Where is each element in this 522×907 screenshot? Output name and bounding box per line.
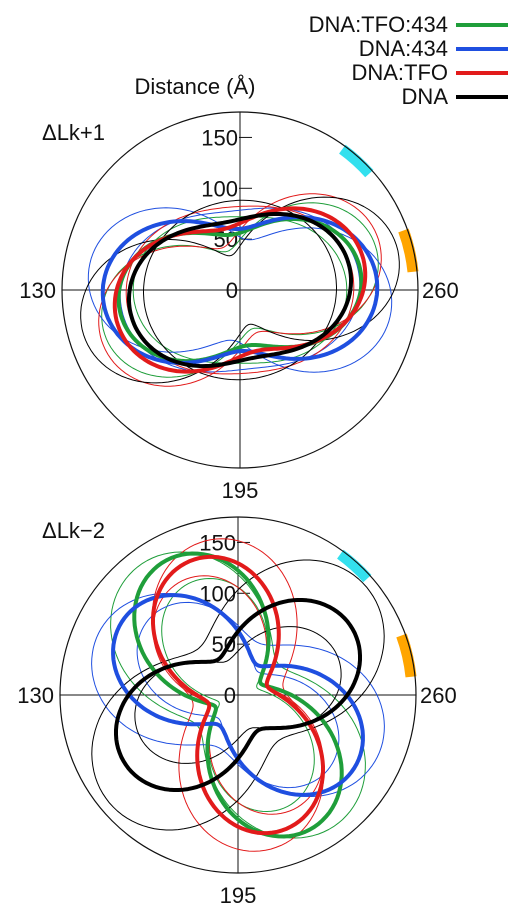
legend-label-dna: DNA xyxy=(402,84,449,109)
series-curves-top xyxy=(80,193,400,387)
radial-tick-label-150: 150 xyxy=(201,125,238,150)
series-curve-dna-434-thick xyxy=(100,215,380,365)
series-curve-dna-thin xyxy=(80,196,400,384)
radial-tick-label-150: 150 xyxy=(199,530,236,555)
radial-axis-label: Distance (Å) xyxy=(134,74,255,99)
series-curve-dna-434-thin xyxy=(136,601,340,789)
series-curve-dna-tfo-thick xyxy=(151,554,325,836)
highlight-arc-cyan xyxy=(336,549,372,583)
series-curve-dna-thin xyxy=(91,559,385,831)
angle-label-bottom-top: 195 xyxy=(222,478,259,503)
highlight-arc-orange xyxy=(396,633,417,678)
series-curve-dna-tfo-434-thin xyxy=(110,551,366,839)
angle-label-right-top: 260 xyxy=(422,278,459,303)
highlight-arcs-bottom xyxy=(336,549,417,678)
series-curve-dna-tfo-thick xyxy=(112,206,368,374)
legend: DNA:TFO:434 DNA:434 DNA:TFO DNA xyxy=(309,12,508,109)
highlight-arc-orange xyxy=(398,228,419,273)
series-curves-bottom xyxy=(91,538,385,852)
legend-entry-dna: DNA xyxy=(402,84,508,109)
highlight-arc-cyan xyxy=(338,144,374,178)
series-curve-dna-thick xyxy=(114,598,362,792)
legend-label-dna-434: DNA:434 xyxy=(359,36,448,61)
angle-label-bottom-bottom: 195 xyxy=(220,883,257,907)
legend-label-dna-tfo: DNA:TFO xyxy=(351,60,448,85)
series-curve-dna-thick xyxy=(127,211,353,369)
angle-label-right-bottom: 260 xyxy=(420,683,457,708)
panel-label-bottom: ΔLk−2 xyxy=(42,518,105,543)
radial-tick-label-0: 0 xyxy=(224,683,236,708)
highlight-arcs-top xyxy=(338,144,419,273)
legend-entry-dna-tfo: DNA:TFO xyxy=(351,60,508,85)
legend-entry-dna-434: DNA:434 xyxy=(359,36,508,61)
legend-entry-dna-tfo-434: DNA:TFO:434 xyxy=(309,12,508,37)
angle-label-left-top: 130 xyxy=(19,278,56,303)
series-curve-dna-tfo-thin xyxy=(98,193,382,387)
series-curve-dna-tfo-434-thick xyxy=(132,551,344,839)
legend-label-dna-tfo-434: DNA:TFO:434 xyxy=(309,12,448,37)
panel-label-top: ΔLk+1 xyxy=(42,120,105,145)
radial-tick-label-0: 0 xyxy=(226,278,238,303)
radial-tick-label-100: 100 xyxy=(201,176,238,201)
angle-label-left-bottom: 130 xyxy=(17,683,54,708)
